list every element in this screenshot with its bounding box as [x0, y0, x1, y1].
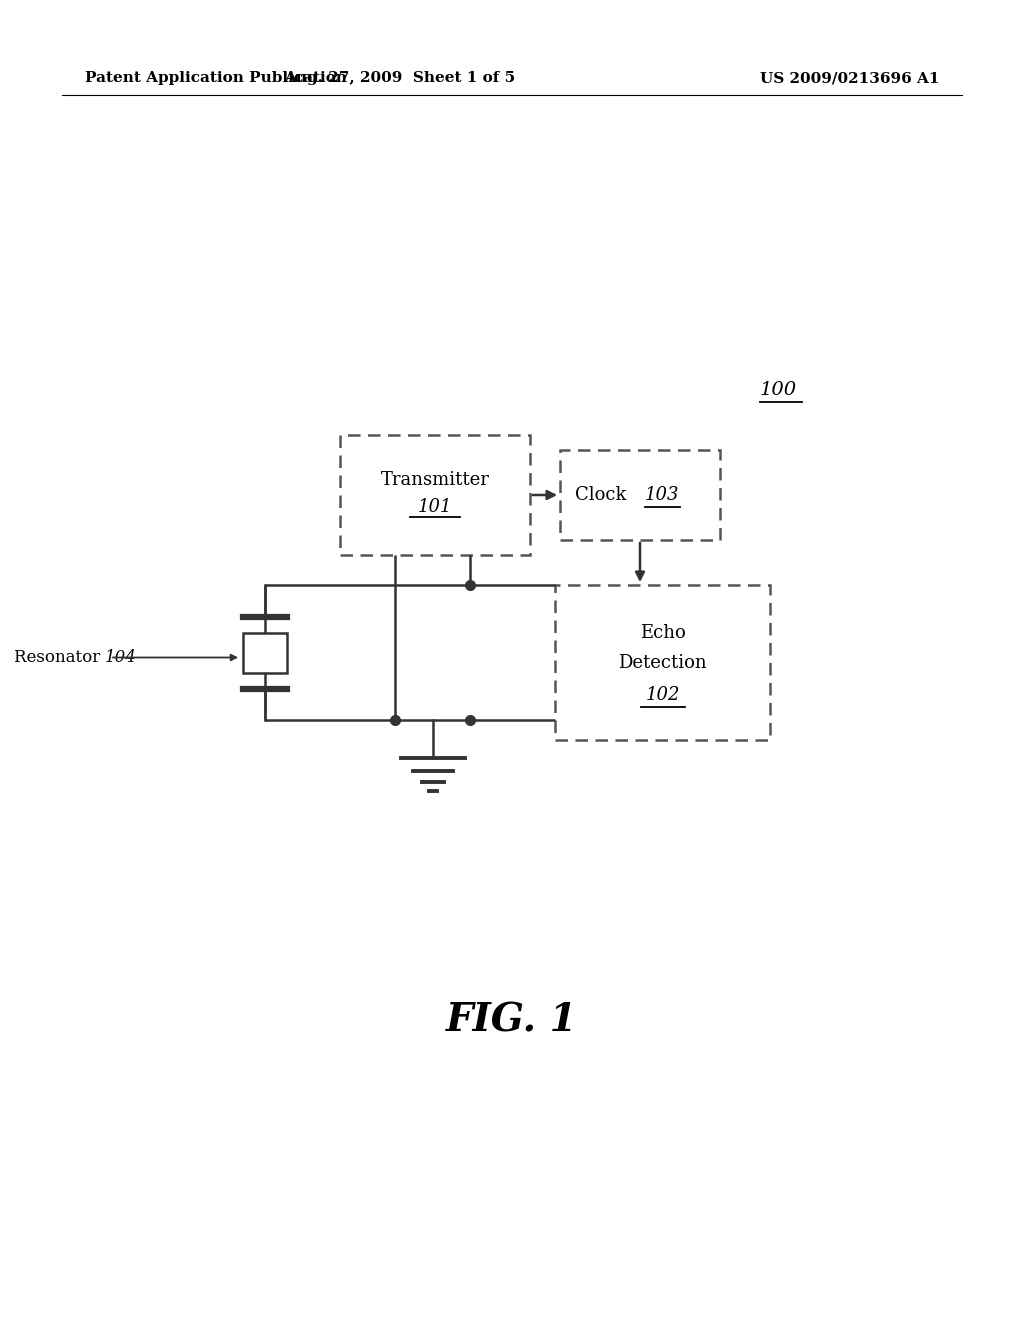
Text: Aug. 27, 2009  Sheet 1 of 5: Aug. 27, 2009 Sheet 1 of 5 [285, 71, 515, 84]
Text: US 2009/0213696 A1: US 2009/0213696 A1 [760, 71, 939, 84]
Text: 101: 101 [418, 498, 453, 516]
Text: Detection: Detection [618, 653, 707, 672]
Text: Transmitter: Transmitter [381, 471, 489, 488]
Text: 104: 104 [105, 649, 137, 667]
Text: Clock: Clock [574, 486, 632, 504]
Bar [340, 436, 530, 554]
Text: 102: 102 [645, 685, 680, 704]
Bar [555, 585, 770, 741]
Text: Patent Application Publication: Patent Application Publication [85, 71, 347, 84]
Text: 103: 103 [645, 486, 679, 504]
Text: Resonator: Resonator [13, 649, 105, 667]
Bar [560, 450, 720, 540]
Bar [243, 632, 287, 672]
Text: Echo: Echo [640, 623, 685, 642]
Text: FIG. 1: FIG. 1 [446, 1001, 578, 1039]
Text: 100: 100 [760, 381, 797, 399]
